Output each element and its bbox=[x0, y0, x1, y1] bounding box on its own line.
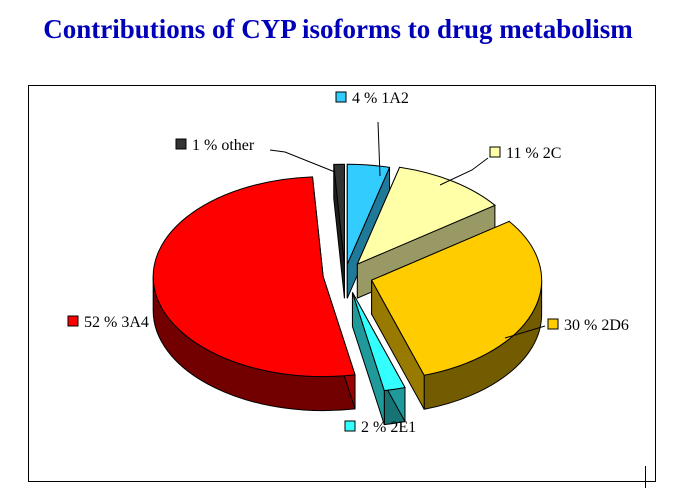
slice-3A4 bbox=[152, 176, 356, 378]
slice-label-1A2: 4 % 1A2 bbox=[352, 90, 409, 107]
slice-label-3A4: 52 % 3A4 bbox=[84, 314, 149, 331]
slice-label-2E1: 2 % 2E1 bbox=[361, 419, 416, 436]
leader-line-2D6 bbox=[504, 325, 546, 339]
leader-line-1A2 bbox=[377, 121, 381, 177]
legend-swatch-3A4 bbox=[67, 315, 79, 327]
slice-2D6 bbox=[370, 220, 543, 376]
slice-2E1 bbox=[351, 292, 406, 392]
legend-swatch-2C bbox=[489, 146, 501, 158]
slice-1A2 bbox=[346, 163, 391, 265]
chart-frame bbox=[28, 85, 656, 482]
pie-labels: 1 % other 4 % 1A2 11 % 2C 30 % 2D6 2 % 2E1 52… bbox=[67, 90, 629, 436]
chart-title: Contributions of CYP isoforms to drug me… bbox=[43, 14, 633, 44]
legend-swatch-other bbox=[175, 138, 187, 150]
slice-label-other: 1 % other bbox=[192, 137, 255, 154]
legend-swatch-1A2 bbox=[335, 91, 347, 103]
crop-mark bbox=[645, 466, 646, 488]
pie-slices bbox=[152, 163, 543, 426]
leader-line-other bbox=[269, 149, 336, 173]
legend-swatch-2D6 bbox=[547, 318, 559, 330]
leader-line-2C bbox=[439, 157, 489, 186]
slice-2C bbox=[356, 166, 496, 266]
slice-label-2C: 11 % 2C bbox=[506, 145, 561, 162]
slice-label-2D6: 30 % 2D6 bbox=[564, 317, 629, 334]
legend-swatch-2E1 bbox=[344, 420, 356, 432]
slice-other bbox=[333, 163, 345, 265]
